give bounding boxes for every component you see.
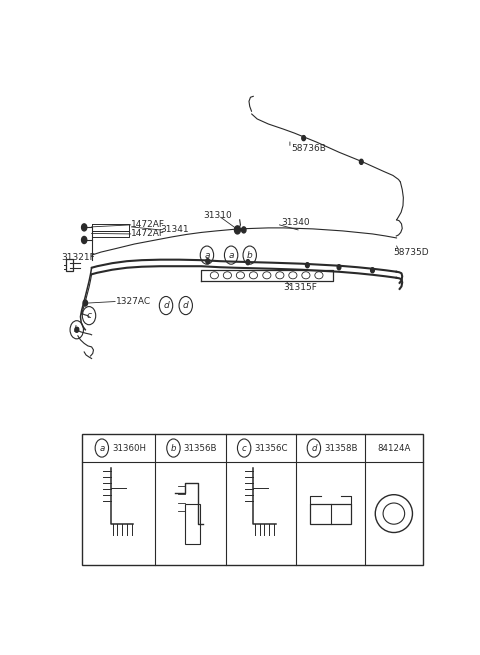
Text: 31321F: 31321F [61, 253, 95, 262]
Bar [83, 434, 423, 565]
Text: 31358B: 31358B [324, 443, 358, 453]
Text: a: a [99, 443, 105, 453]
Circle shape [241, 227, 246, 233]
Circle shape [82, 236, 87, 244]
Text: b: b [74, 326, 80, 334]
Text: 31360H: 31360H [112, 443, 146, 453]
Text: 31310: 31310 [203, 212, 232, 220]
Text: 31356B: 31356B [183, 443, 217, 453]
Text: 1472AF: 1472AF [132, 229, 166, 238]
Text: a: a [204, 251, 210, 259]
Circle shape [82, 224, 87, 231]
Circle shape [371, 268, 374, 272]
Text: 31356C: 31356C [254, 443, 288, 453]
Text: 31340: 31340 [281, 218, 310, 227]
Text: c: c [86, 311, 92, 320]
Circle shape [246, 259, 250, 265]
Text: d: d [311, 443, 317, 453]
Text: d: d [183, 301, 189, 310]
Circle shape [206, 259, 210, 264]
Text: 31341: 31341 [160, 225, 189, 234]
Bar [66, 259, 73, 271]
Circle shape [305, 263, 309, 268]
Text: 58735D: 58735D [393, 248, 429, 257]
Text: b: b [247, 251, 252, 259]
Bar [310, 504, 351, 524]
Text: 31315F: 31315F [283, 284, 317, 292]
Circle shape [75, 328, 79, 332]
Text: 58736B: 58736B [291, 143, 326, 153]
Text: 1327AC: 1327AC [116, 297, 151, 306]
Circle shape [302, 136, 305, 141]
Text: c: c [242, 443, 247, 453]
Circle shape [83, 300, 87, 306]
Circle shape [360, 159, 363, 164]
Text: b: b [171, 443, 176, 453]
Text: 84124A: 84124A [377, 443, 410, 453]
Bar [185, 504, 200, 544]
Text: d: d [163, 301, 169, 310]
Circle shape [234, 226, 240, 234]
Circle shape [337, 265, 341, 270]
Text: 1472AF: 1472AF [132, 220, 166, 229]
Text: a: a [228, 251, 234, 259]
